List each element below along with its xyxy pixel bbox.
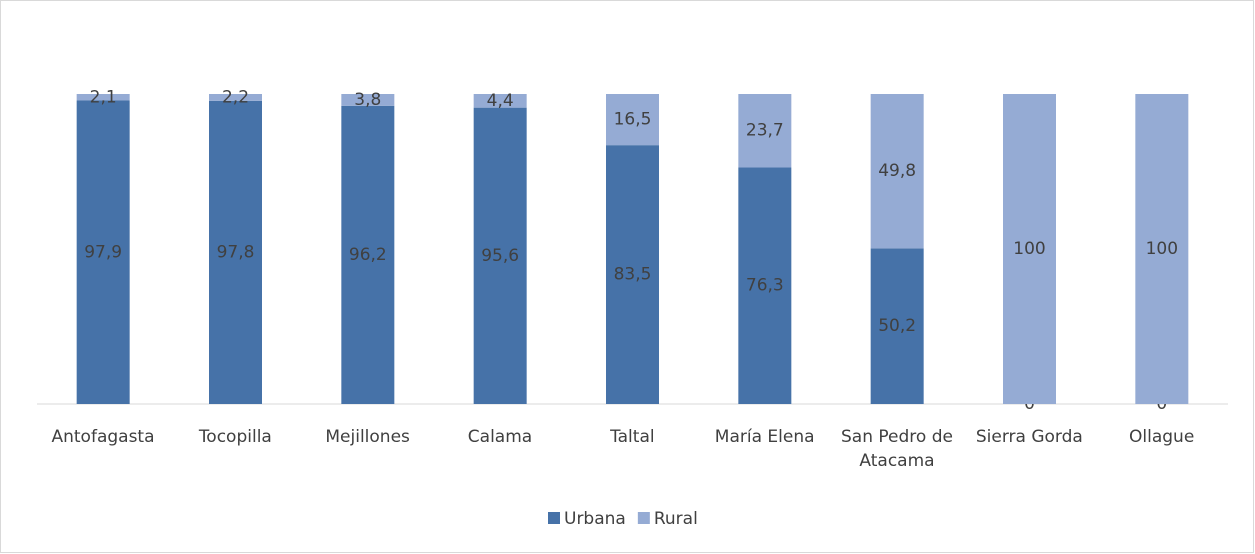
bar-segment [473, 107, 527, 404]
x-tick-label: Calama [467, 427, 533, 447]
data-label: 100 [1013, 239, 1045, 259]
bar-segment [606, 94, 659, 146]
bar-segment [341, 105, 395, 404]
x-tick-label: Antofagasta [51, 427, 155, 447]
bar-segment [209, 100, 262, 404]
x-tick-label: Sierra Gorda [975, 427, 1083, 447]
data-label: 16,5 [614, 110, 652, 130]
bar-segment [870, 94, 924, 249]
bar-segment [473, 94, 527, 108]
x-tick-label: San Pedro de Atacama [841, 427, 953, 471]
bar-segment [209, 94, 262, 101]
x-tick-label: Tocopilla [198, 427, 272, 447]
data-label: 100 [1146, 239, 1178, 259]
data-label: 2,1 [90, 87, 117, 107]
x-tick-label: Mejillones [325, 427, 410, 447]
data-label: 95,6 [481, 246, 519, 266]
data-label: 3,8 [354, 90, 381, 110]
data-label: 23,7 [746, 121, 784, 141]
data-label: 97,8 [217, 242, 255, 262]
data-label: 97,9 [84, 242, 122, 262]
x-tick-label: María Elena [714, 427, 815, 447]
bar-segment [341, 94, 395, 106]
data-label: 49,8 [878, 161, 916, 181]
legend-label: Rural [654, 509, 698, 529]
bar-segment [1135, 94, 1189, 404]
bar-segment [76, 94, 130, 101]
bar-segment [870, 248, 924, 404]
bar-segment [76, 100, 130, 404]
legend-swatch [548, 512, 560, 524]
data-label: 4,4 [487, 91, 514, 111]
data-label: 50,2 [878, 316, 916, 336]
data-label: 76,3 [746, 276, 784, 296]
bar-segment [1003, 94, 1056, 404]
x-tick-label: Taltal [610, 427, 655, 447]
bar-segment [738, 167, 792, 404]
legend-swatch [637, 512, 650, 524]
data-label: 83,5 [614, 265, 652, 285]
data-label: 96,2 [349, 245, 387, 265]
bar-segment [738, 94, 792, 168]
bar-segment [606, 145, 659, 404]
x-tick-label: Ollague [1129, 427, 1195, 447]
data-label: 2,2 [222, 87, 249, 107]
legend-label: Urbana [564, 509, 626, 529]
